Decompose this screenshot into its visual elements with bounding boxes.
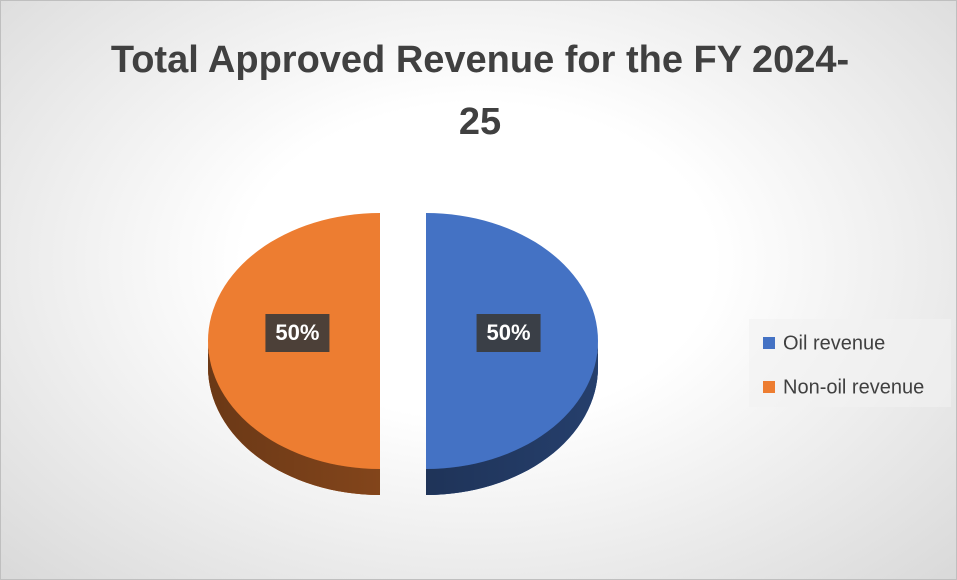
data-label-box — [476, 314, 541, 352]
data-label: 50% — [275, 320, 319, 345]
data-label-box — [265, 314, 330, 352]
data-label: 50% — [487, 320, 531, 345]
slice-wall-shade — [426, 341, 598, 495]
legend-label: Non-oil revenue — [783, 376, 924, 398]
slice-wall-shade — [208, 341, 380, 495]
legend-box — [749, 319, 951, 407]
chart-title: Total Approved Revenue for the FY 2024-2… — [110, 39, 850, 143]
legend-swatch — [763, 337, 775, 349]
legend-swatch — [763, 381, 775, 393]
legend-label: Oil revenue — [783, 332, 885, 354]
